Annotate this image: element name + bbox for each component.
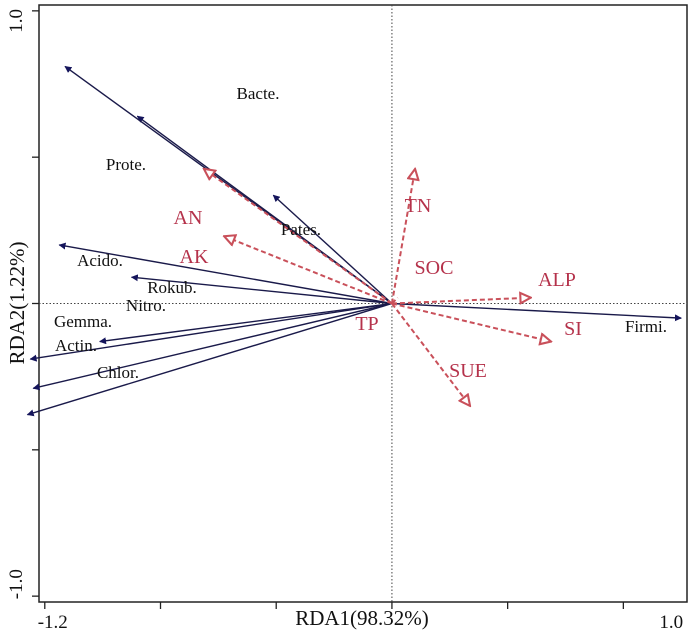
env-arrow bbox=[224, 236, 393, 305]
y-axis-ticks bbox=[32, 10, 39, 597]
species-label-acido: Acido. bbox=[77, 251, 123, 270]
species-label-prote: Prote. bbox=[106, 155, 146, 174]
species-label-gemma: Gemma. bbox=[54, 312, 112, 331]
env-arrow bbox=[391, 302, 551, 342]
species-arrow bbox=[99, 302, 393, 345]
env-label-alp: ALP bbox=[538, 269, 576, 291]
x-tick-label: 1.0 bbox=[659, 612, 683, 633]
env-arrow bbox=[204, 169, 393, 305]
env-arrow bbox=[391, 298, 531, 304]
species-arrow bbox=[130, 274, 392, 305]
y-tick-label: 1.0 bbox=[6, 9, 27, 33]
species-arrow bbox=[58, 242, 393, 305]
env-label-ak: AK bbox=[180, 246, 209, 268]
environment-arrows bbox=[204, 169, 551, 406]
species-label-firmi: Firmi. bbox=[625, 317, 667, 336]
species-label-actin: Actin. bbox=[55, 336, 97, 355]
species-label-rokub: Rokub. bbox=[147, 278, 197, 297]
env-label-si: SI bbox=[564, 318, 582, 340]
env-label-tn: TN bbox=[405, 195, 432, 217]
species-label-nitro: Nitro. bbox=[126, 296, 166, 315]
env-label-an: AN bbox=[174, 207, 203, 229]
species-arrow bbox=[29, 302, 393, 362]
env-label-tp: TP bbox=[355, 313, 378, 335]
x-tick-label: -1.2 bbox=[38, 612, 68, 633]
species-arrow bbox=[26, 302, 393, 417]
x-axis-title: RDA1(98.32%) bbox=[295, 606, 429, 630]
species-arrow bbox=[391, 302, 682, 322]
env-arrow bbox=[391, 302, 470, 406]
env-label-sue: SUE bbox=[449, 360, 487, 382]
species-label-chlor: Chlor. bbox=[97, 363, 139, 382]
env-arrow bbox=[390, 169, 415, 304]
species-arrow bbox=[32, 302, 393, 391]
y-axis-title: RDA2(1.22%) bbox=[5, 241, 29, 364]
species-arrow bbox=[272, 194, 393, 305]
species-label-bacte: Bacte. bbox=[237, 84, 280, 103]
y-tick-label: -1.0 bbox=[6, 569, 27, 599]
species-label-pates: Pates. bbox=[281, 220, 321, 239]
env-label-soc: SOC bbox=[415, 257, 454, 279]
x-axis-ticks bbox=[44, 602, 625, 609]
